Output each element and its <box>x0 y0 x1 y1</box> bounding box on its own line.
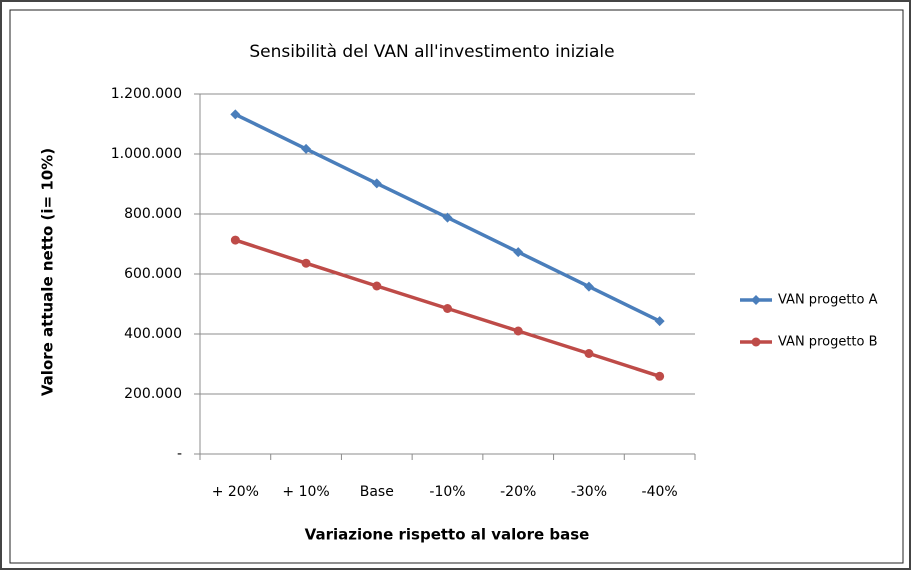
x-tick-label: -20% <box>500 484 536 500</box>
marker <box>230 109 241 120</box>
legend-marker <box>751 337 761 347</box>
marker <box>371 178 382 189</box>
x-tick-label: Base <box>360 484 394 500</box>
marker <box>655 371 665 381</box>
chart-border <box>9 9 904 564</box>
marker <box>654 316 665 327</box>
chart-title: Sensibilità del VAN all'investimento ini… <box>249 42 614 62</box>
marker <box>372 281 382 291</box>
y-tick-label: 1.000.000 <box>111 146 182 162</box>
x-tick-label: -10% <box>429 484 465 500</box>
marker <box>301 258 311 268</box>
legend-label: VAN progetto B <box>778 335 878 350</box>
marker <box>513 326 523 336</box>
y-tick-label: 400.000 <box>124 326 182 342</box>
x-tick-label: -40% <box>642 484 678 500</box>
y-axis-title: Valore attuale netto (i= 10%) <box>39 148 57 396</box>
y-tick-label: 800.000 <box>124 206 182 222</box>
y-tick-label: 600.000 <box>124 266 182 282</box>
marker <box>584 349 594 358</box>
x-tick-label: + 10% <box>282 484 329 500</box>
marker <box>513 247 524 258</box>
marker <box>301 143 312 154</box>
marker <box>230 235 240 245</box>
x-tick-label: + 20% <box>212 484 259 500</box>
y-tick-label: 1.200.000 <box>111 86 182 102</box>
marker <box>583 281 594 292</box>
y-tick-label: 200.000 <box>124 386 182 402</box>
x-axis-title: Variazione rispetto al valore base <box>305 526 590 544</box>
x-tick-label: -30% <box>571 484 607 500</box>
y-tick-label: - <box>177 446 182 462</box>
marker <box>443 304 452 313</box>
legend-marker <box>751 295 761 305</box>
legend-label: VAN progetto A <box>778 293 878 308</box>
marker <box>442 212 453 223</box>
